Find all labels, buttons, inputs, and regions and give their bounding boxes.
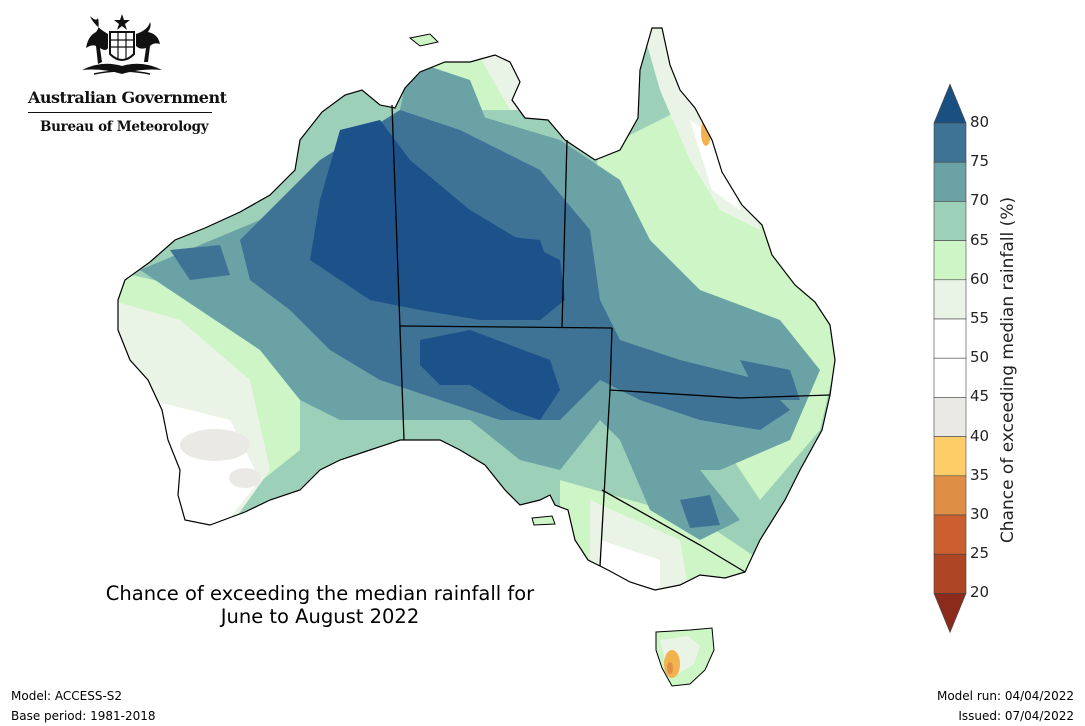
colorbar-band-45-50 xyxy=(933,357,967,398)
colorbar-band-70-75 xyxy=(933,161,967,202)
model-label: Model: ACCESS-S2 xyxy=(11,689,123,703)
logo-divider xyxy=(28,112,212,113)
colorbar-band-55-60 xyxy=(933,279,967,320)
colorbar-tick-45: 45 xyxy=(970,387,990,406)
colorbar-band-25-30 xyxy=(933,514,967,555)
colorbar-band-65-70 xyxy=(933,201,967,241)
colorbar-tick-75: 75 xyxy=(970,152,990,171)
colorbar-tick-25: 25 xyxy=(970,544,990,563)
colorbar-tick-80: 80 xyxy=(970,113,990,131)
tiwi-islands xyxy=(408,33,439,47)
colorbar-tick-60: 60 xyxy=(970,269,990,288)
colorbar-band-40-45 xyxy=(933,397,967,437)
colorbar-band-60-65 xyxy=(933,240,967,281)
tasmania xyxy=(655,627,715,687)
colorbar xyxy=(933,83,967,634)
colorbar-tick-50: 50 xyxy=(970,348,990,367)
map-title-line-1: Chance of exceeding the median rainfall … xyxy=(105,582,535,605)
colorbar-label: Chance of exceeding median rainfall (%) xyxy=(998,196,1018,544)
colorbar-band-75-80 xyxy=(933,122,967,163)
government-name: Australian Government xyxy=(28,88,227,107)
state-borders xyxy=(391,104,831,573)
colorbar-tick-55: 55 xyxy=(970,309,990,327)
base-period-label: Base period: 1981-2018 xyxy=(11,709,156,723)
colorbar-tick-30: 30 xyxy=(970,505,990,523)
colorbar-tick-70: 70 xyxy=(970,191,990,210)
kangaroo-island xyxy=(531,515,556,526)
colorbar-band-50-55 xyxy=(933,318,967,359)
colorbar-tick-20: 20 xyxy=(970,583,990,602)
colorbar-tick-40: 40 xyxy=(970,426,990,445)
bureau-name: Bureau of Meteorology xyxy=(40,119,209,135)
map-title: Chance of exceeding the median rainfall … xyxy=(60,582,580,628)
mainland-australia xyxy=(118,28,835,590)
issued-label: Issued: 07/04/2022 xyxy=(958,709,1074,723)
colorbar-over-triangle xyxy=(933,83,967,124)
colorbar-band-30-35 xyxy=(933,475,967,516)
colorbar-tick-35: 35 xyxy=(970,465,990,484)
colorbar-band-20-25 xyxy=(933,553,967,594)
model-run-label: Model run: 04/04/2022 xyxy=(936,689,1074,703)
colorbar-under-triangle xyxy=(933,593,967,634)
map-title-line-2: June to August 2022 xyxy=(220,605,420,628)
colorbar-band-35-40 xyxy=(933,436,967,477)
coat-of-arms-icon xyxy=(82,14,162,75)
colorbar-tick-65: 65 xyxy=(970,230,990,249)
